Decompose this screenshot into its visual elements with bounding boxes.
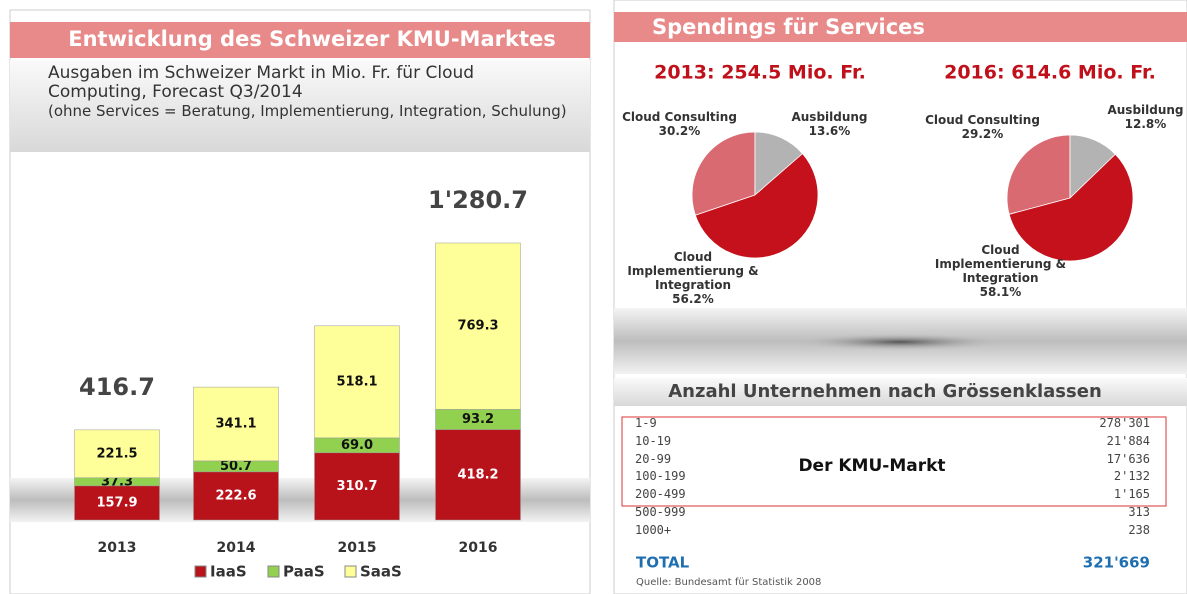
row-value: 17'636 [1106,451,1150,466]
row-label: 500-999 [635,505,686,519]
pie-label: Cloud Consulting 29.2% [920,113,1045,141]
data-label: 93.2 [462,412,494,427]
total-label: 416.7 [79,373,155,401]
pie-slice [1006,134,1071,215]
chart-title: Entwicklung des Schweizer KMU-Marktes [68,27,555,51]
highlight-label: Der KMU-Markt [798,456,945,476]
table-row: 1000+ 238 [635,523,1150,541]
row-value: 21'884 [1106,433,1150,448]
pie-slice [754,131,804,196]
pie-label-value: 58.1% [979,285,1022,299]
table-row: 1-9 278'301 [635,416,1150,434]
row-label: 10-19 [635,433,672,448]
pie-title: 2016: 614.6 Mio. Fr. [944,62,1156,84]
row-value: 2'132 [1113,469,1150,484]
total-value: 321'669 [1083,554,1150,572]
pie-label-value: 12.8% [1124,117,1167,131]
shadow [790,333,1010,351]
data-label: 518.1 [336,374,377,389]
data-label: 769.3 [457,319,498,334]
x-tick-label: 2013 [98,540,137,556]
left-header [10,22,590,58]
pie-label: Ausbildung 12.8% [1098,103,1187,131]
row-label: 200-499 [635,487,686,502]
bar-segment [74,429,160,479]
pie-label-value: 30.2% [658,124,701,138]
source: Quelle: Bundesamt für Statistik 2008 [636,577,821,588]
pie-label-name: Ausbildung [791,110,868,124]
subtitle: Ausgaben im Schweizer Markt in Mio. Fr. … [48,63,475,102]
legend-label: SaaS [360,563,402,581]
pie-label: Cloud Consulting 30.2% [622,110,737,138]
row-value: 238 [1128,522,1150,537]
bar-segment [435,242,521,410]
services-title: Spendings für Services [652,15,925,39]
x-tick-label: 2015 [338,540,377,556]
legend-swatch [267,565,280,578]
row-label: 100-199 [635,469,686,484]
pie-label-name: Cloud Consulting [925,113,1040,127]
pie-label: Cloud Implementierung & Integration 58.1% [928,243,1073,299]
pie-label-value: 13.6% [808,124,851,138]
legend-label: PaaS [283,563,325,581]
row-value: 1'165 [1113,487,1150,502]
data-label: 341.1 [215,417,256,432]
table-row: 20-99 17'636 [635,452,1150,470]
table-row: 100-199 2'132 [635,469,1150,487]
data-label: 418.2 [457,467,498,482]
right-header [614,12,1187,42]
legend-swatch [194,565,207,578]
x-tick-label: 2016 [459,540,498,556]
bar-segment [193,386,279,462]
total-label: 1'280.7 [428,186,528,214]
data-label: 157.9 [96,495,137,510]
data-label: 222.6 [215,488,256,503]
pie-label-value: 56.2% [672,292,714,306]
subtitle-bg [10,60,590,152]
data-label: 37.3 [101,474,133,489]
pie-label-name: Ausbildung [1107,103,1184,117]
table-title: Anzahl Unternehmen nach Grössenklassen [668,381,1102,402]
x-tick-label: 2014 [217,540,256,556]
bar-segment [74,485,160,521]
total-label: TOTAL [636,554,690,572]
bar-segment [193,471,279,521]
pie-slice [691,131,756,216]
row-label: 1000+ [635,522,672,537]
table-row: 200-499 1'165 [635,487,1150,505]
pie-slice [694,153,819,259]
pie-label-value: 29.2% [961,127,1004,141]
legend-swatch [344,565,357,578]
data-label: 310.7 [336,479,377,494]
note: (ohne Services = Beratung, Implementieru… [48,102,567,120]
data-label: 69.0 [341,438,373,453]
row-label: 20-99 [635,451,672,466]
row-value: 278'301 [1099,416,1150,430]
pie-label-name: Cloud Consulting [622,110,737,124]
pie-label: Cloud Implementierung & Integration 56.2% [618,250,768,306]
pie-label: Ausbildung 13.6% [782,110,877,138]
highlight-box [621,416,1167,507]
bar-segment [314,325,400,439]
pie-label-name: Cloud Implementierung & Integration [627,250,759,292]
right-panel [613,0,1187,594]
legend-label: IaaS [210,563,247,581]
pie-title: 2013: 254.5 Mio. Fr. [654,62,866,84]
table-row: 500-999 313 [635,505,1150,523]
bar-segment [314,452,400,521]
data-label: 221.5 [96,446,137,461]
bar-segment [435,429,521,521]
pie-slice [1008,153,1134,262]
row-label: 1-9 [635,416,657,430]
data-label: 50.7 [220,459,252,474]
pie-label-name: Cloud Implementierung & Integration [934,243,1067,285]
table-header-bg [614,378,1187,406]
table-row: 10-19 21'884 [635,434,1150,452]
row-value: 313 [1128,505,1150,519]
